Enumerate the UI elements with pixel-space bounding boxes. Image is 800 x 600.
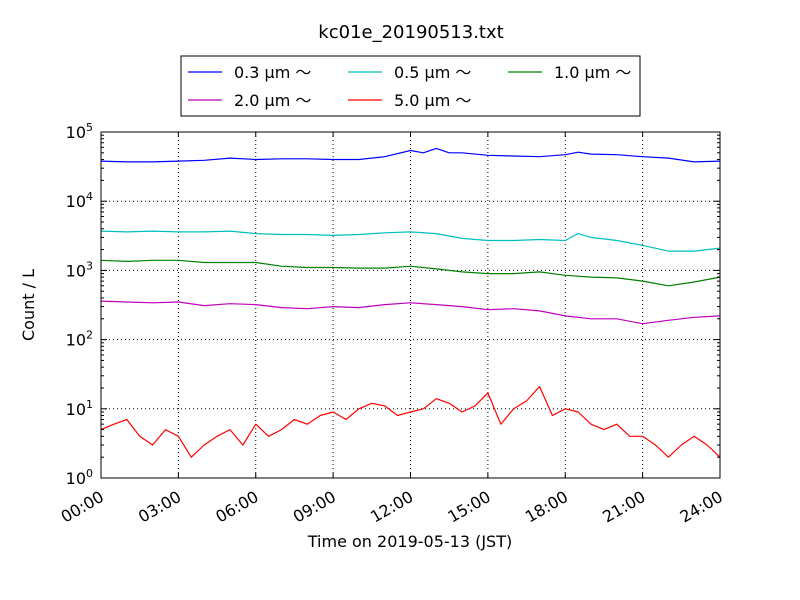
y-tick-label: 100 [66, 467, 93, 488]
y-axis-label: Count / L [19, 269, 38, 341]
x-tick-label: 24:00 [677, 487, 726, 527]
y-tick-label: 101 [66, 398, 93, 419]
series-line [100, 259, 721, 287]
legend-label: 2.0 μm ～ [234, 91, 311, 110]
series-line [100, 147, 721, 163]
series-layer [100, 147, 721, 458]
series-line [100, 230, 721, 252]
x-axis: 00:00 03:00 06:00 09:00 12:00 15:00 18:00 21:00… [58, 132, 726, 527]
legend-label: 1.0 μm ～ [554, 63, 631, 82]
legend-box [180, 55, 641, 117]
series-line [100, 385, 721, 458]
y-axis: 100 101 102 103 104 105 [66, 121, 720, 488]
y-tick-label: 105 [66, 121, 93, 142]
legend-label: 5.0 μm ～ [394, 91, 471, 110]
x-tick-label: 21:00 [599, 487, 648, 527]
gridlines [101, 132, 720, 478]
x-tick-label: 18:00 [522, 487, 571, 527]
x-tick-label: 06:00 [212, 487, 261, 527]
legend-label: 0.3 μm ～ [234, 63, 311, 82]
legend-label: 0.5 μm ～ [394, 63, 471, 82]
x-tick-label: 12:00 [367, 487, 416, 527]
y-tick-label: 102 [66, 329, 93, 350]
x-tick-label: 15:00 [444, 487, 493, 527]
chart-title: kc01e_20190513.txt [318, 22, 503, 43]
x-tick-label: 03:00 [135, 487, 184, 527]
x-axis-label: Time on 2019-05-13 (JST) [307, 532, 512, 551]
y-tick-label: 104 [66, 190, 93, 211]
x-tick-label: 09:00 [290, 487, 339, 527]
series-line [100, 300, 721, 325]
x-tick-label: 00:00 [58, 487, 107, 527]
legend: 0.3 μm ～ 0.5 μm ～ 1.0 μm ～ 2.0 μm ～ 5.0 μm ～ [180, 55, 641, 117]
y-tick-label: 103 [66, 259, 93, 280]
